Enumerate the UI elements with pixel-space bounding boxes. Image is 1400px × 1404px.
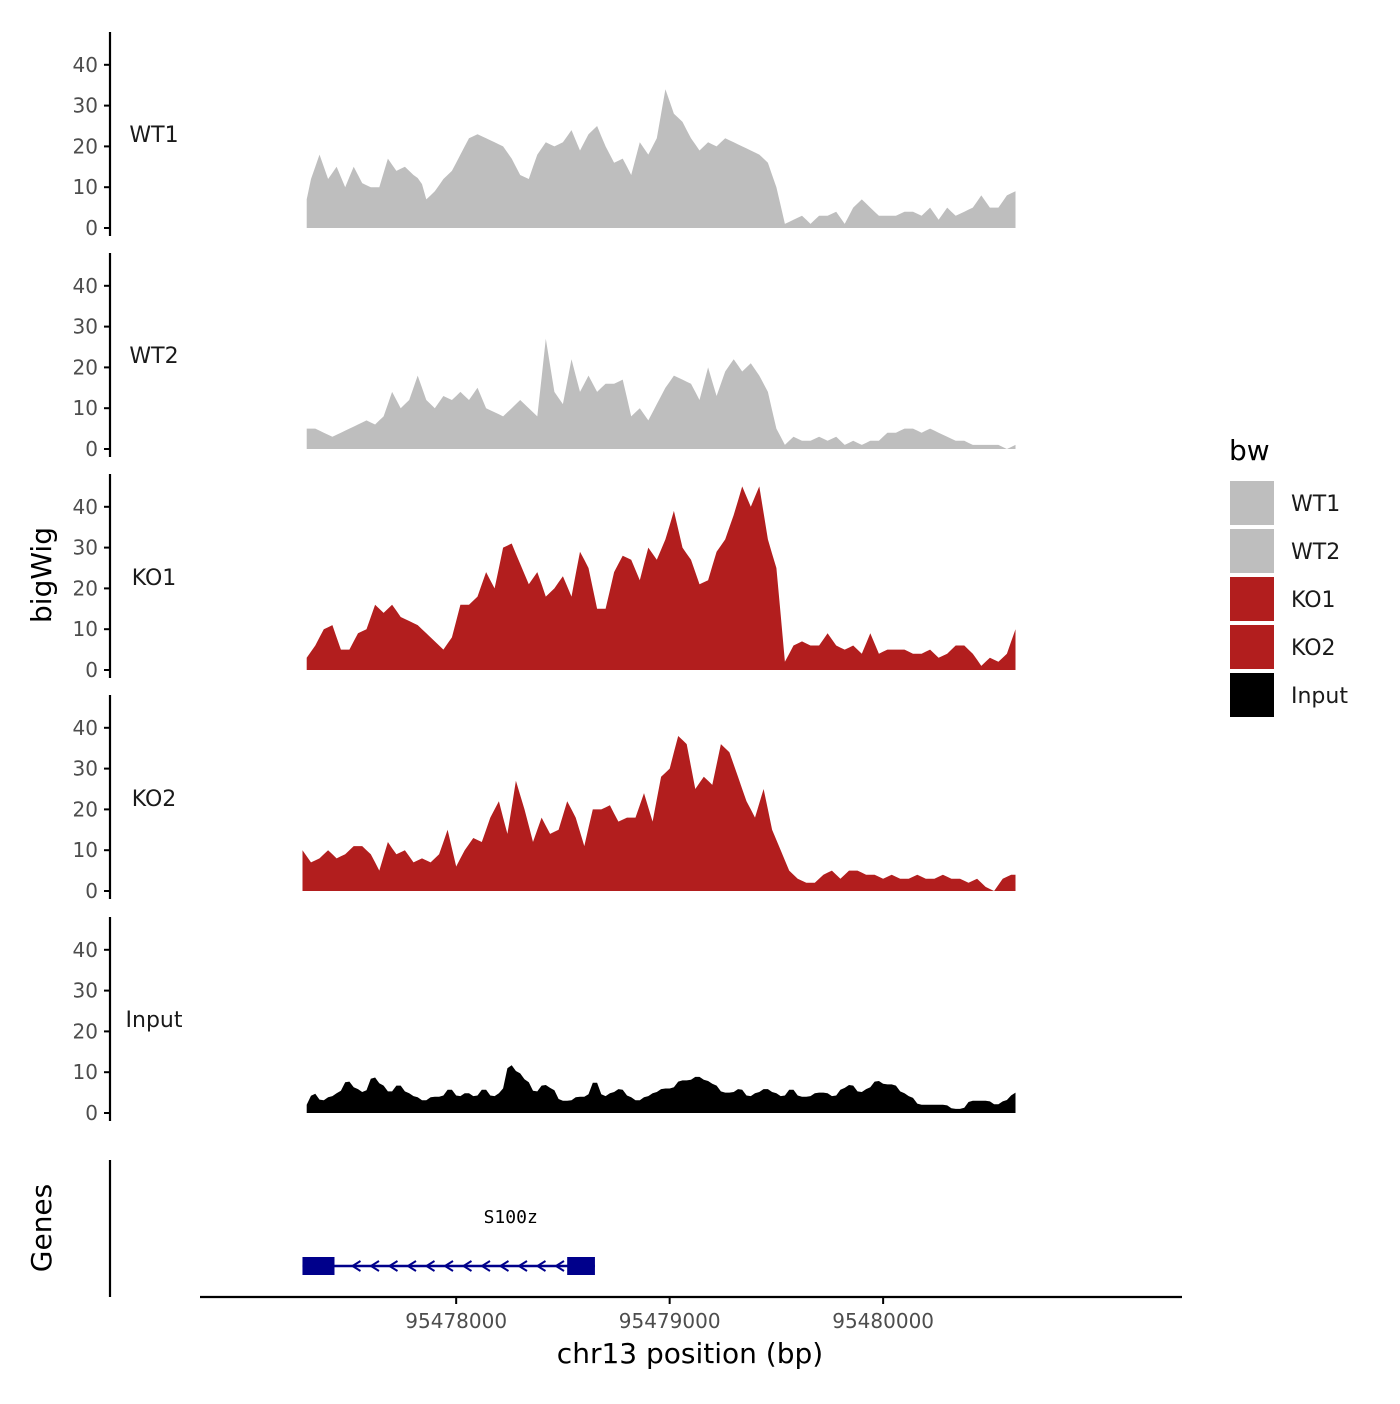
legend-swatch: [1228, 575, 1276, 623]
strand-chevron-icon: [424, 1260, 436, 1272]
track-ko2: 0 10 20 30 40 KO2: [73, 695, 1016, 903]
y-tick-label: 30: [73, 94, 98, 118]
strand-chevron-icon: [350, 1260, 362, 1272]
track-wt2: 0 10 20 30 40 WT2: [73, 253, 1016, 461]
y-tick-label: 20: [73, 355, 98, 379]
strand-chevron-icon: [498, 1260, 510, 1272]
y-tick-label: 10: [73, 396, 98, 420]
legend-swatch: [1228, 623, 1276, 671]
gene-exon: [302, 1257, 335, 1275]
y-tick-label: 0: [85, 437, 98, 461]
strand-chevron-icon: [480, 1260, 491, 1272]
legend-label: KO2: [1291, 636, 1336, 661]
y-tick-label: 20: [73, 134, 98, 158]
y-tick-label: 0: [85, 1101, 98, 1125]
legend-swatch: [1228, 479, 1276, 527]
y-tick-label: 20: [73, 576, 98, 600]
y-tick-label: 20: [73, 1019, 98, 1043]
y-tick-label: 30: [73, 536, 98, 560]
y-tick-label: 10: [73, 617, 98, 641]
track-input: 0 10 20 30 40 Input: [73, 917, 1016, 1125]
genes-axis-title: Genes: [25, 1184, 58, 1272]
y-tick-label: 10: [73, 175, 98, 199]
track-label-wt1: WT1: [129, 123, 178, 148]
track-label-ko1: KO1: [132, 566, 177, 591]
track-label-wt2: WT2: [129, 344, 178, 369]
gene-exon: [567, 1257, 595, 1275]
track-ko1: 0 10 20 30 40 KO1: [73, 474, 1016, 682]
tracks-group: 0 10 20 30 40 WT1 0 10 20 30 40 WT2 0 10 20 30 40 KO1 0 10 2…: [73, 32, 1016, 1125]
strand-chevron-icon: [369, 1260, 380, 1272]
gene-s100z: S100z: [302, 1207, 595, 1275]
legend-label: Input: [1291, 684, 1348, 709]
y-tick-label: 40: [73, 495, 98, 519]
coverage-area-ko1: [306, 486, 1016, 670]
track-wt1: 0 10 20 30 40 WT1: [73, 32, 1016, 240]
legend-swatch: [1228, 527, 1276, 575]
legend-label: KO1: [1291, 588, 1336, 613]
track-label-ko2: KO2: [132, 787, 177, 812]
strand-chevron-icon: [406, 1260, 417, 1272]
x-tick-label: 95479000: [619, 1309, 721, 1333]
legend-title: bw: [1229, 434, 1270, 467]
coverage-area-ko2: [302, 736, 1016, 891]
strand-chevron-icon: [387, 1260, 399, 1272]
legend: bw WT1 WT2 KO1 KO2 Input: [1228, 434, 1348, 719]
y-tick-label: 40: [73, 53, 98, 77]
y-tick-label: 0: [85, 216, 98, 240]
legend-label: WT2: [1291, 540, 1340, 565]
strand-chevron-icon: [535, 1260, 547, 1272]
gene-name-label: S100z: [484, 1207, 538, 1228]
legend-label: WT1: [1291, 492, 1340, 517]
strand-chevron-icon: [554, 1260, 565, 1272]
coverage-area-wt1: [306, 89, 1016, 228]
coverage-area-wt2: [306, 338, 1016, 449]
y-tick-label: 40: [73, 716, 98, 740]
legend-item-ko1: KO1: [1228, 575, 1336, 623]
legend-item-ko2: KO2: [1228, 623, 1336, 671]
y-tick-label: 30: [73, 315, 98, 339]
genes-panel: S100z: [108, 1160, 595, 1297]
y-axis-title: bigWig: [25, 527, 58, 623]
x-axis-title: chr13 position (bp): [557, 1337, 823, 1370]
x-tick-label: 95478000: [405, 1309, 507, 1333]
legend-item-input: Input: [1228, 671, 1348, 719]
y-tick-label: 0: [85, 658, 98, 682]
y-tick-label: 10: [73, 838, 98, 862]
y-tick-label: 40: [73, 938, 98, 962]
strand-chevron-icon: [443, 1260, 454, 1272]
x-tick-label: 95480000: [832, 1309, 934, 1333]
legend-item-wt2: WT2: [1228, 527, 1340, 575]
y-tick-label: 10: [73, 1060, 98, 1084]
y-tick-label: 30: [73, 757, 98, 781]
coverage-area-input: [306, 1065, 1016, 1113]
track-label-input: Input: [126, 1008, 183, 1033]
y-tick-label: 0: [85, 879, 98, 903]
legend-swatch: [1228, 671, 1276, 719]
legend-item-wt1: WT1: [1228, 479, 1340, 527]
strand-chevron-icon: [517, 1260, 528, 1272]
strand-chevron-icon: [461, 1260, 473, 1272]
x-axis: 95478000 95479000 95480000: [200, 1295, 1182, 1333]
y-tick-label: 20: [73, 797, 98, 821]
y-tick-label: 40: [73, 274, 98, 298]
y-tick-label: 30: [73, 979, 98, 1003]
